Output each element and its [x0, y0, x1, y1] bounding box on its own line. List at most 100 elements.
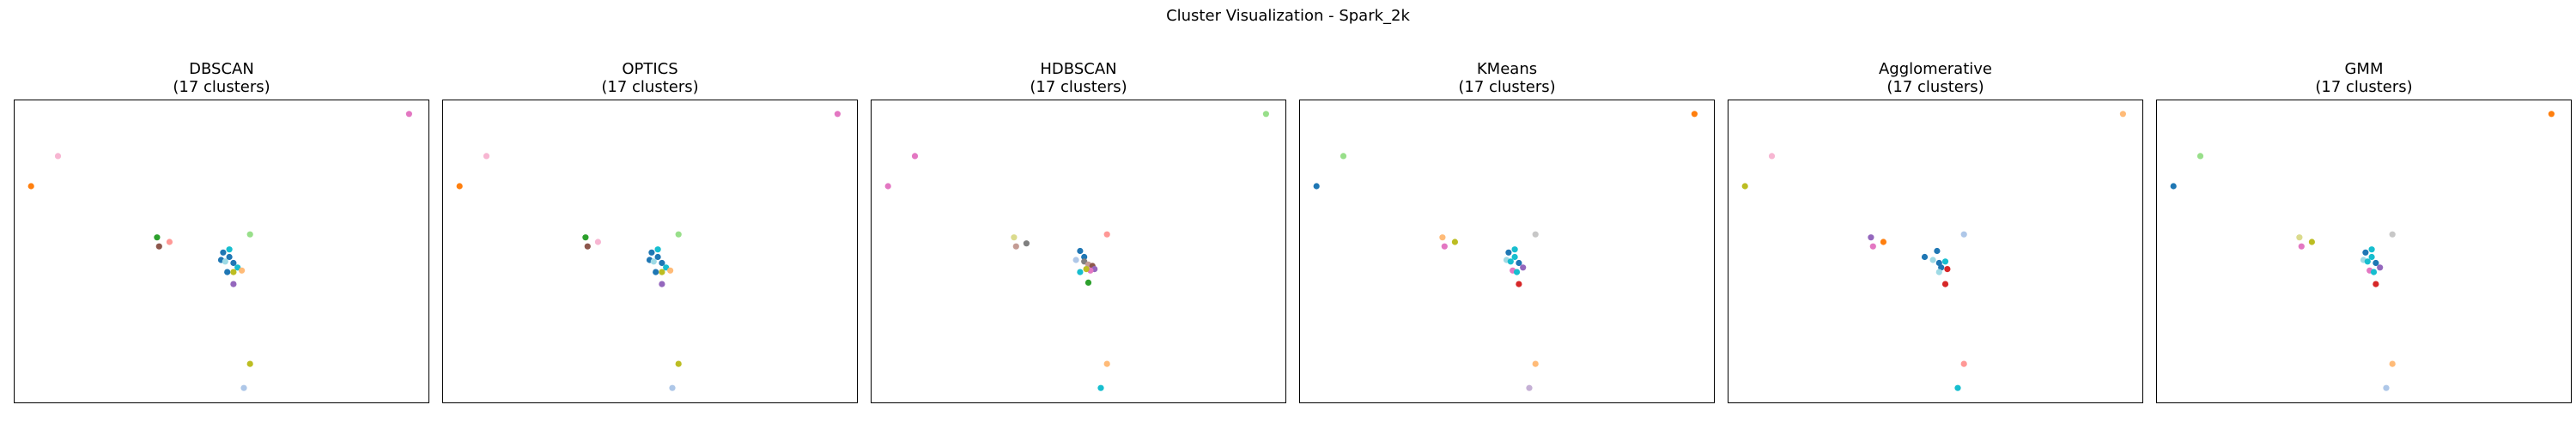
- scatter-point: [1941, 281, 1949, 287]
- scatter-point: [654, 246, 661, 253]
- panel-title: Agglomerative (17 clusters): [1728, 60, 2143, 96]
- scatter-point: [2368, 253, 2375, 261]
- scatter-point: [2308, 239, 2315, 245]
- panel-title: GMM (17 clusters): [2156, 60, 2572, 96]
- scatter-point: [1081, 253, 1088, 261]
- scatter-point: [2170, 183, 2177, 190]
- scatter-point: [884, 183, 891, 190]
- scatter-svg: [1741, 111, 2126, 391]
- scatter-point: [1944, 266, 1951, 273]
- scatter-point: [226, 246, 233, 253]
- panel-optics: OPTICS (17 clusters): [442, 60, 858, 403]
- panel-title-method: GMM: [2344, 60, 2384, 78]
- scatter-point: [659, 281, 665, 287]
- scatter-point: [2298, 243, 2305, 250]
- scatter-point: [1880, 239, 1886, 245]
- scatter-point: [2370, 269, 2378, 275]
- scatter-point: [226, 253, 233, 261]
- scatter-plot-area: [1299, 100, 1715, 403]
- scatter-point: [1077, 269, 1084, 275]
- scatter-point: [650, 258, 657, 265]
- scatter-point: [155, 243, 162, 250]
- scatter-point: [653, 269, 659, 275]
- panel-title: HDBSCAN (17 clusters): [871, 60, 1286, 96]
- panel-agglomerative: Agglomerative (17 clusters): [1728, 60, 2143, 403]
- scatter-point: [2196, 153, 2204, 160]
- scatter-point: [1960, 360, 1967, 367]
- panel-title: KMeans (17 clusters): [1299, 60, 1715, 96]
- scatter-point: [230, 281, 237, 287]
- scatter-svg: [27, 111, 412, 391]
- scatter-point: [1262, 111, 1269, 118]
- scatter-point: [1868, 234, 1874, 241]
- scatter-point: [1954, 384, 1961, 391]
- scatter-point: [1313, 183, 1320, 190]
- scatter-point: [1960, 231, 1967, 238]
- scatter-point: [246, 360, 253, 367]
- panel-title-method: DBSCAN: [189, 60, 254, 78]
- scatter-point: [1511, 253, 1518, 261]
- panel-title-clusters: (17 clusters): [173, 78, 270, 96]
- scatter-point: [1077, 247, 1084, 255]
- panel-title-clusters: (17 clusters): [1030, 78, 1127, 96]
- scatter-point: [1526, 384, 1533, 391]
- scatter-point: [2548, 111, 2555, 118]
- scatter-point: [54, 153, 62, 160]
- panel-title-method: Agglomerative: [1878, 60, 1992, 78]
- scatter-point: [1103, 231, 1110, 238]
- panel-title-clusters: (17 clusters): [2315, 78, 2413, 96]
- scatter-point: [911, 153, 919, 160]
- scatter-point: [246, 231, 253, 238]
- scatter-point: [1023, 240, 1030, 247]
- scatter-point: [1513, 269, 1521, 275]
- scatter-point: [1451, 239, 1458, 245]
- scatter-plot-area: [1728, 100, 2143, 403]
- scatter-point: [834, 111, 841, 118]
- scatter-point: [224, 269, 231, 275]
- panel-title: OPTICS (17 clusters): [442, 60, 858, 96]
- scatter-point: [1011, 234, 1018, 241]
- panel-dbscan: DBSCAN (17 clusters): [14, 60, 429, 403]
- scatter-plot-area: [442, 100, 858, 403]
- scatter-point: [659, 269, 665, 275]
- scatter-point: [584, 243, 591, 250]
- scatter-plot-area: [871, 100, 1286, 403]
- scatter-point: [1097, 384, 1104, 391]
- scatter-point: [659, 259, 665, 267]
- scatter-point: [1516, 281, 1522, 287]
- scatter-point: [2377, 264, 2384, 271]
- panel-title: DBSCAN (17 clusters): [14, 60, 429, 96]
- panel-hdbscan: HDBSCAN (17 clusters): [871, 60, 1286, 403]
- scatter-point: [1505, 249, 1512, 256]
- panel-title-method: KMeans: [1476, 60, 1538, 78]
- scatter-point: [2383, 384, 2390, 391]
- scatter-point: [2389, 360, 2396, 367]
- scatter-point: [1103, 360, 1110, 367]
- scatter-point: [1012, 243, 1019, 250]
- scatter-point: [230, 259, 237, 267]
- panel-kmeans: KMeans (17 clusters): [1299, 60, 1715, 403]
- scatter-point: [1741, 183, 1748, 190]
- panel-title-clusters: (17 clusters): [1886, 78, 1984, 96]
- scatter-point: [2372, 281, 2379, 287]
- scatter-point: [2296, 234, 2303, 241]
- scatter-point: [675, 231, 682, 238]
- scatter-point: [648, 249, 655, 256]
- scatter-point: [230, 269, 237, 275]
- scatter-point: [1084, 279, 1092, 286]
- scatter-point: [239, 267, 246, 274]
- scatter-point: [222, 258, 228, 265]
- scatter-point: [2119, 111, 2126, 118]
- scatter-point: [27, 183, 34, 190]
- panel-title-method: OPTICS: [622, 60, 678, 78]
- panel-title-clusters: (17 clusters): [1458, 78, 1556, 96]
- scatter-svg: [884, 111, 1269, 391]
- scatter-point: [1532, 360, 1539, 367]
- scatter-point: [675, 360, 682, 367]
- scatter-point: [1083, 266, 1090, 273]
- scatter-point: [1520, 264, 1527, 271]
- scatter-point: [2364, 258, 2371, 265]
- scatter-point: [1768, 153, 1776, 160]
- scatter-point: [1511, 246, 1518, 253]
- scatter-point: [1516, 259, 1522, 267]
